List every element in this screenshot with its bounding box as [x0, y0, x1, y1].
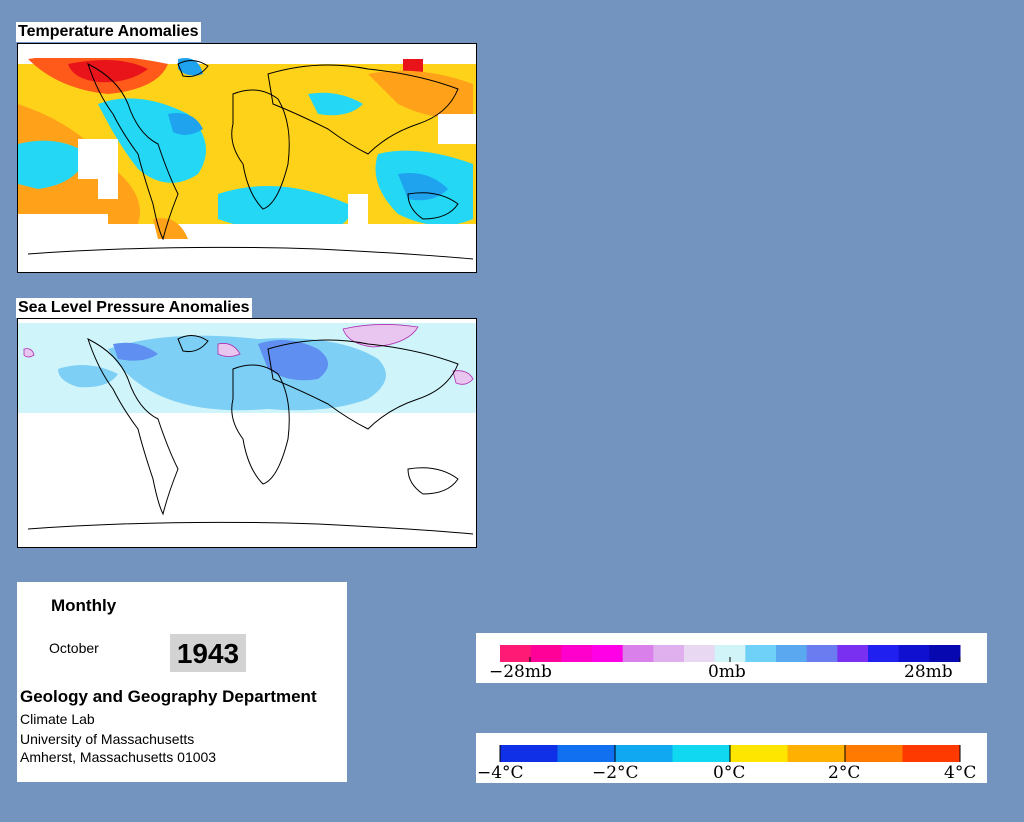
frequency-label: Monthly: [51, 596, 117, 615]
pressure-tick-max: 28mb: [904, 662, 953, 682]
temp-tick-plus2: 2°C: [828, 763, 860, 783]
temperature-swatch: [557, 745, 616, 762]
department-name: Geology and Geography Department: [20, 687, 317, 706]
pressure-legend: −28mb 0mb 28mb: [476, 633, 987, 683]
pressure-tick-min: −28mb: [489, 662, 552, 682]
pressure-swatch: [561, 645, 593, 662]
temperature-swatch: [730, 745, 788, 762]
pressure-panel-title: Sea Level Pressure Anomalies: [16, 298, 252, 318]
temp-tick-minus2: −2°C: [592, 763, 639, 783]
pressure-swatch: [776, 645, 808, 662]
temperature-anomaly-map: [17, 43, 477, 273]
temp-tick-minus4: −4°C: [477, 763, 524, 783]
temperature-swatch: [615, 745, 673, 762]
pressure-color-scale: [500, 645, 961, 662]
pressure-swatch: [837, 645, 869, 662]
pressure-swatch: [653, 645, 685, 662]
pressure-swatch: [622, 645, 654, 662]
coastlines: [27, 60, 474, 260]
address: Amherst, Massachusetts 01003: [20, 749, 217, 765]
pressure-swatch: [745, 645, 777, 662]
pressure-anomaly-map: [17, 318, 477, 548]
year-label: 1943: [170, 634, 246, 672]
pressure-swatch: [929, 645, 961, 662]
temperature-field: [18, 44, 476, 272]
coastlines: [27, 335, 474, 535]
pressure-swatch: [592, 645, 624, 662]
temperature-color-scale: [499, 745, 961, 762]
pressure-tick-zero: 0mb: [708, 662, 746, 682]
temperature-swatch: [902, 745, 961, 762]
pressure-swatch: [684, 645, 716, 662]
temp-tick-plus4: 4°C: [944, 763, 976, 783]
temperature-swatch: [787, 745, 846, 762]
month-label: October: [49, 640, 99, 656]
temperature-swatch: [672, 745, 731, 762]
lab-name: Climate Lab: [20, 711, 95, 727]
pressure-swatch: [530, 645, 562, 662]
temperature-legend: −4°C −2°C 0°C 2°C 4°C: [476, 733, 987, 783]
temp-tick-zero: 0°C: [713, 763, 745, 783]
pressure-swatch: [714, 645, 746, 662]
pressure-swatch: [868, 645, 900, 662]
temperature-swatch: [500, 745, 558, 762]
temperature-swatch: [845, 745, 903, 762]
pressure-field: [18, 323, 476, 413]
pressure-swatch: [806, 645, 838, 662]
pressure-swatch: [500, 645, 532, 662]
pressure-swatch: [898, 645, 930, 662]
temperature-panel-title: Temperature Anomalies: [16, 22, 201, 42]
university-name: University of Massachusetts: [20, 731, 195, 747]
info-box: Monthly October 1943 Geology and Geograp…: [17, 582, 347, 782]
